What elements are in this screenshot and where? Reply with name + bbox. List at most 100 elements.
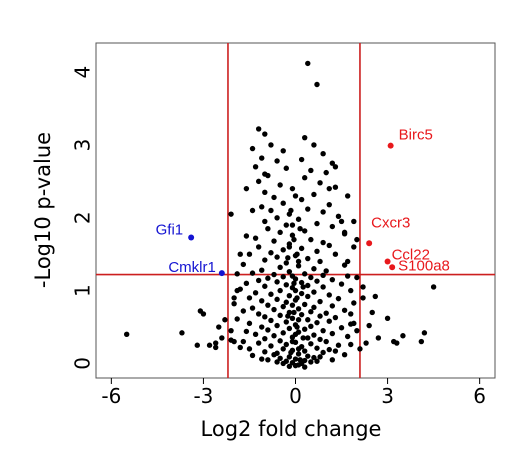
data-point bbox=[326, 292, 332, 298]
data-point bbox=[298, 196, 305, 203]
data-point bbox=[234, 271, 240, 277]
data-point bbox=[354, 274, 360, 281]
data-point bbox=[222, 317, 228, 323]
data-point bbox=[305, 293, 311, 300]
data-point bbox=[289, 315, 296, 321]
data-point bbox=[283, 165, 289, 171]
data-point bbox=[360, 284, 366, 290]
data-point bbox=[268, 291, 274, 297]
data-point bbox=[262, 283, 268, 289]
data-point bbox=[246, 346, 253, 352]
data-point bbox=[291, 309, 297, 316]
data-point bbox=[268, 317, 274, 324]
data-point bbox=[351, 320, 357, 327]
data-point bbox=[277, 338, 283, 344]
data-point bbox=[252, 235, 259, 241]
gene-point-cmklr1 bbox=[218, 270, 225, 277]
data-point bbox=[265, 357, 271, 363]
data-point bbox=[311, 289, 317, 295]
data-point bbox=[351, 244, 357, 250]
data-point bbox=[384, 315, 391, 321]
x-tick-label: 3 bbox=[381, 384, 394, 408]
x-tick-label: -3 bbox=[193, 384, 213, 408]
data-point bbox=[298, 156, 305, 163]
data-point bbox=[283, 299, 289, 305]
data-point bbox=[326, 201, 332, 208]
data-points bbox=[123, 60, 437, 370]
data-point bbox=[283, 282, 289, 288]
data-point bbox=[298, 290, 305, 297]
data-point bbox=[213, 344, 219, 351]
y-tick-label: 0 bbox=[71, 357, 95, 370]
data-point bbox=[271, 351, 277, 358]
data-point bbox=[259, 204, 265, 210]
data-point bbox=[363, 340, 369, 346]
data-point bbox=[294, 295, 300, 301]
data-point bbox=[249, 145, 256, 152]
threshold-lines bbox=[96, 43, 495, 378]
data-point bbox=[280, 303, 286, 310]
data-point bbox=[329, 160, 336, 166]
data-point bbox=[255, 126, 262, 132]
data-point bbox=[274, 359, 280, 365]
data-point bbox=[268, 250, 274, 256]
data-point bbox=[400, 333, 406, 339]
data-point bbox=[360, 295, 366, 301]
data-point bbox=[366, 322, 372, 329]
data-point bbox=[259, 356, 265, 362]
gene-label-cxcr3: Cxcr3 bbox=[371, 214, 410, 231]
data-point bbox=[274, 158, 280, 164]
data-point bbox=[246, 251, 253, 257]
data-point bbox=[271, 333, 277, 339]
data-point bbox=[289, 273, 296, 279]
data-point bbox=[237, 344, 243, 351]
data-point bbox=[314, 248, 320, 254]
data-point bbox=[283, 222, 289, 228]
data-point bbox=[311, 304, 317, 311]
data-point bbox=[369, 309, 375, 316]
data-point bbox=[295, 263, 302, 269]
data-point bbox=[317, 180, 323, 186]
data-point bbox=[335, 213, 342, 220]
data-point bbox=[283, 319, 289, 325]
data-point bbox=[288, 349, 294, 356]
data-point bbox=[298, 245, 305, 252]
data-point bbox=[314, 345, 320, 351]
data-point bbox=[262, 257, 268, 263]
data-point bbox=[326, 242, 332, 249]
data-point bbox=[326, 318, 332, 324]
data-point bbox=[329, 276, 336, 283]
data-point bbox=[344, 333, 351, 340]
data-point bbox=[289, 185, 296, 192]
data-point bbox=[305, 335, 311, 341]
data-point bbox=[216, 324, 222, 330]
data-point bbox=[262, 171, 268, 177]
data-point bbox=[302, 134, 308, 141]
data-point bbox=[294, 324, 300, 330]
data-point bbox=[286, 268, 293, 275]
data-point bbox=[268, 343, 274, 349]
data-point bbox=[295, 258, 302, 265]
data-point bbox=[317, 336, 323, 343]
data-point bbox=[255, 178, 262, 185]
data-point bbox=[277, 182, 283, 188]
gene-point-ccl22 bbox=[384, 258, 391, 265]
data-point bbox=[265, 302, 271, 308]
data-point bbox=[308, 274, 314, 281]
data-point bbox=[314, 220, 320, 227]
data-point bbox=[348, 287, 354, 294]
data-point bbox=[314, 81, 320, 88]
data-point bbox=[302, 326, 308, 332]
data-point bbox=[326, 346, 332, 353]
data-point bbox=[292, 331, 299, 338]
data-point bbox=[286, 293, 293, 299]
data-point bbox=[300, 335, 306, 341]
data-point bbox=[249, 305, 256, 311]
data-point bbox=[255, 244, 262, 250]
data-point bbox=[228, 211, 234, 217]
data-point bbox=[274, 296, 280, 303]
data-point bbox=[317, 354, 323, 360]
data-point bbox=[341, 307, 348, 313]
data-point bbox=[344, 258, 351, 265]
